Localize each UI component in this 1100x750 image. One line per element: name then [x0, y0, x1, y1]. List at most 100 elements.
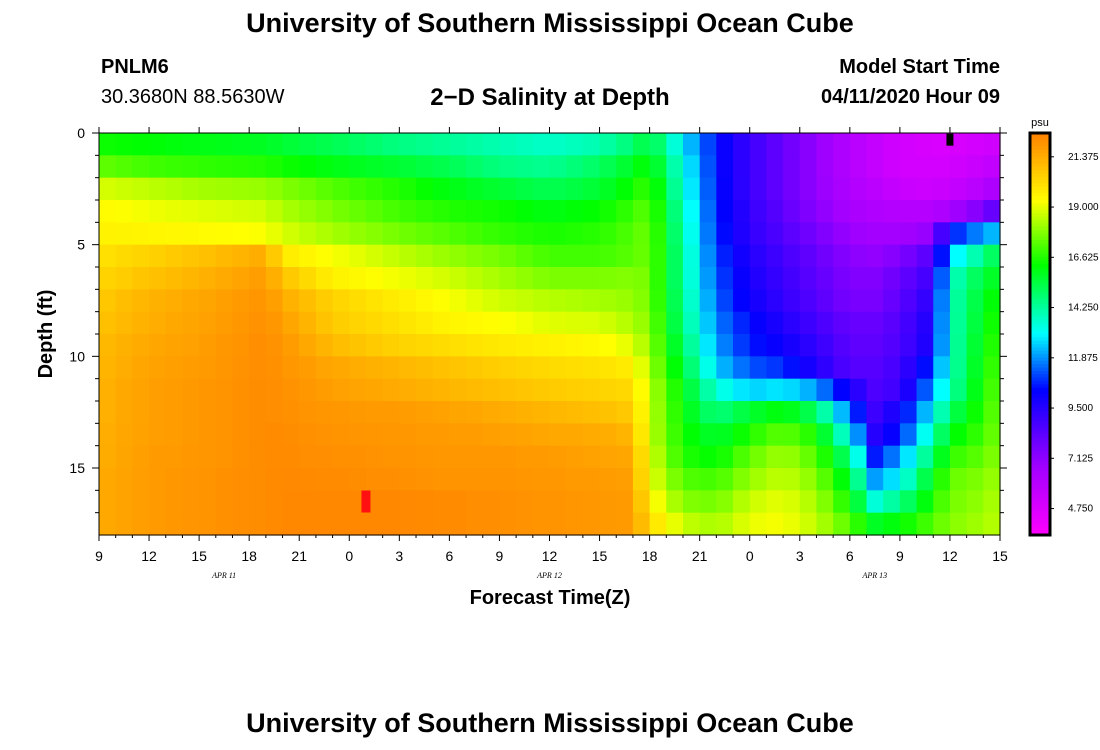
- colorbar-segment: [1030, 206, 1050, 211]
- heatmap-cell: [849, 289, 868, 313]
- colorbar-segment: [1030, 163, 1050, 168]
- heatmap-cell: [349, 468, 367, 491]
- heatmap-cell: [682, 177, 701, 201]
- heatmap-cell: [315, 177, 334, 201]
- colorbar-tick-label: 11.875: [1068, 353, 1098, 364]
- heatmap-cell: [582, 289, 601, 313]
- heatmap-cell: [883, 289, 901, 313]
- colorbar-segment: [1030, 293, 1050, 298]
- heatmap-cell: [315, 334, 334, 357]
- heatmap-cell: [199, 289, 217, 313]
- heatmap-cell: [549, 200, 567, 223]
- heatmap-cell: [749, 244, 768, 268]
- heatmap-cell: [265, 423, 284, 447]
- heatmap-cell: [199, 222, 217, 246]
- colorbar-segment: [1030, 478, 1050, 482]
- heatmap-cell: [449, 177, 467, 201]
- heatmap-cell: [966, 401, 984, 424]
- heatmap-cell: [282, 468, 300, 491]
- heatmap-cells: [99, 133, 1001, 536]
- heatmap-cell: [866, 356, 884, 380]
- heatmap-cell: [582, 311, 601, 335]
- heatmap-cell: [449, 267, 467, 290]
- heatmap-cell: [449, 244, 467, 268]
- heatmap-cell: [883, 423, 901, 447]
- heatmap-cell: [716, 311, 734, 335]
- heatmap-cell: [682, 334, 701, 357]
- heatmap-cell: [916, 200, 934, 223]
- heatmap-cell: [716, 222, 734, 246]
- heatmap-cell: [449, 155, 467, 179]
- heatmap-cell: [949, 356, 968, 380]
- heatmap-cell: [165, 267, 184, 290]
- heatmap-cell: [916, 334, 934, 357]
- heatmap-cell: [716, 512, 734, 536]
- heatmap-cell: [482, 177, 501, 201]
- heatmap-cell: [299, 445, 317, 469]
- heatmap-cell: [349, 311, 367, 335]
- colorbar-segment: [1030, 451, 1050, 456]
- colorbar-segment: [1030, 390, 1050, 395]
- heatmap-cell: [699, 244, 717, 268]
- heatmap-cell: [349, 222, 367, 246]
- heatmap-cell: [482, 267, 501, 290]
- heatmap-cell: [733, 222, 751, 246]
- colorbar-segment: [1030, 387, 1050, 392]
- colorbar-segment: [1030, 424, 1050, 429]
- model-start-label: Model Start Time: [839, 56, 1000, 78]
- heatmap-cell: [349, 334, 367, 357]
- heatmap-cell: [716, 356, 734, 380]
- heatmap-cell: [883, 267, 901, 290]
- heatmap-cell: [499, 155, 517, 179]
- heatmap-cell: [949, 244, 968, 268]
- heatmap-cell: [766, 289, 784, 313]
- heatmap-cell: [799, 423, 818, 447]
- heatmap-cell: [783, 133, 801, 156]
- heatmap-cell: [966, 334, 984, 357]
- heatmap-cell: [949, 267, 968, 290]
- heatmap-cell: [666, 356, 684, 380]
- heatmap-cell: [616, 378, 634, 402]
- colorbar-segment: [1030, 461, 1050, 466]
- heatmap-cell: [265, 311, 284, 335]
- heatmap-cell: [265, 378, 284, 402]
- heatmap-cell: [916, 490, 934, 514]
- heatmap-cell: [833, 378, 851, 402]
- heatmap-cell: [616, 155, 634, 179]
- heatmap-cell: [115, 177, 133, 201]
- heatmap-cell: [115, 311, 133, 335]
- heatmap-cell: [699, 512, 717, 536]
- heatmap-cell: [816, 512, 834, 536]
- heatmap-cell: [149, 445, 167, 469]
- heatmap-cell: [332, 334, 350, 357]
- heatmap-cell: [783, 244, 801, 268]
- heatmap-cell: [416, 356, 434, 380]
- heatmap-cell: [833, 311, 851, 335]
- heatmap-cell: [966, 490, 984, 514]
- heatmap-cell: [783, 401, 801, 424]
- heatmap-cell: [733, 401, 751, 424]
- colorbar-segment: [1030, 327, 1050, 332]
- colorbar-segment: [1030, 189, 1050, 194]
- heatmap-cell: [566, 155, 584, 179]
- heatmap-cell: [99, 267, 117, 290]
- heatmap-cell: [599, 468, 617, 491]
- heatmap-cell: [449, 289, 467, 313]
- heatmap-cell: [899, 177, 918, 201]
- heatmap-cell: [165, 445, 184, 469]
- heatmap-cell: [682, 133, 701, 156]
- heatmap-cell: [966, 445, 984, 469]
- heatmap-cell: [582, 334, 601, 357]
- heatmap-cell: [332, 244, 350, 268]
- heatmap-cell: [466, 222, 484, 246]
- heatmap-cell: [699, 133, 717, 156]
- heatmap-cell: [99, 445, 117, 469]
- heatmap-cell: [282, 423, 300, 447]
- heatmap-cell: [249, 512, 267, 536]
- heatmap-cell: [482, 200, 501, 223]
- x-tick-label: 9: [95, 548, 103, 564]
- heatmap-cell: [733, 378, 751, 402]
- heatmap-cell: [399, 445, 417, 469]
- heatmap-cell: [616, 356, 634, 380]
- heatmap-cell: [499, 244, 517, 268]
